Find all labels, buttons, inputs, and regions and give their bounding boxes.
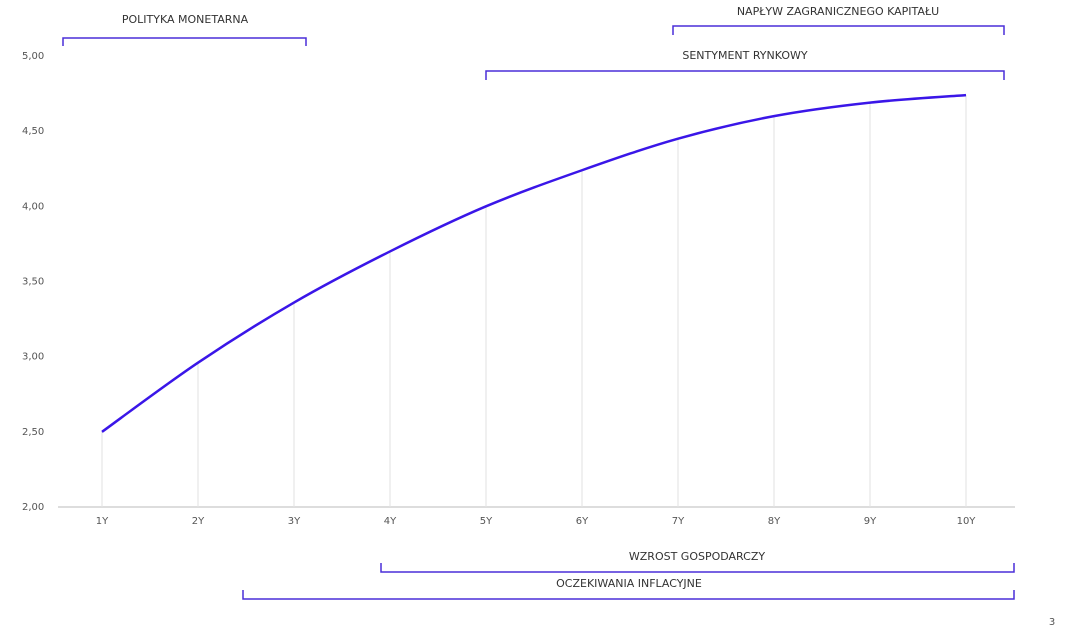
x-tick-label: 6Y — [576, 516, 589, 527]
page-number: 3 — [1049, 617, 1055, 628]
x-tick-label: 3Y — [288, 516, 301, 527]
x-tick-label: 5Y — [480, 516, 493, 527]
annotation: POLITYKA MONETARNA — [122, 13, 249, 26]
bracket — [672, 25, 1005, 35]
bracket — [380, 563, 1015, 573]
annotation: WZROST GOSPODARCZY — [629, 550, 765, 563]
annotation: OCZEKIWANIA INFLACYJNE — [556, 577, 702, 590]
y-tick-label: 2,50 — [22, 427, 44, 438]
x-tick-label: 8Y — [768, 516, 781, 527]
annotation: SENTYMENT RYNKOWY — [682, 49, 808, 62]
bracket — [242, 590, 1015, 600]
y-tick-label: 4,00 — [22, 201, 44, 212]
annotation: NAPŁYW ZAGRANICZNEGO KAPITAŁU — [737, 5, 939, 18]
bracket — [485, 70, 1005, 80]
x-tick-label: 2Y — [192, 516, 205, 527]
y-tick-label: 4,50 — [22, 126, 44, 137]
x-tick-label: 10Y — [957, 516, 977, 527]
bracket — [62, 37, 307, 46]
x-tick-label: 7Y — [672, 516, 685, 527]
line — [101, 93, 967, 433]
y-tick-label: 3,50 — [22, 277, 44, 288]
y-tick-label: 5,00 — [22, 51, 44, 62]
x-tick-label: 4Y — [384, 516, 397, 527]
y-tick-label: 2,00 — [22, 502, 44, 513]
y-tick-label: 3,00 — [22, 352, 44, 363]
x-tick-label: 1Y — [96, 516, 109, 527]
x-tick-label: 9Y — [864, 516, 877, 527]
